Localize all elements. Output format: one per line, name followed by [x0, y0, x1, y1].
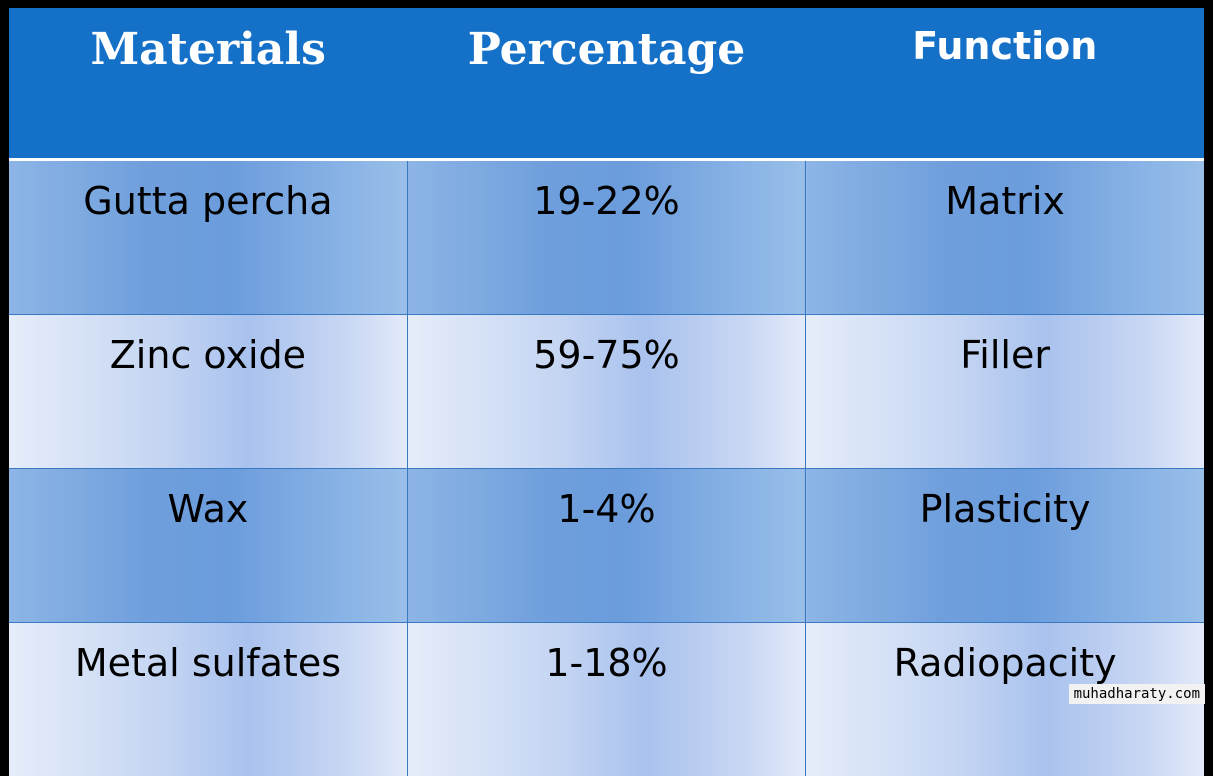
header-percentage: Percentage — [407, 8, 805, 160]
cell-percentage: 19-22% — [407, 160, 805, 315]
slide: Materials Percentage Function Gutta perc… — [0, 0, 1213, 709]
cell-material: Zinc oxide — [9, 315, 407, 469]
cell-material: Wax — [9, 469, 407, 623]
cell-function: Filler — [806, 315, 1204, 469]
table-row: Metal sulfates 1-18% Radiopacity — [9, 623, 1204, 776]
header-function: Function — [806, 8, 1204, 160]
table-row: Zinc oxide 59-75% Filler — [9, 315, 1204, 469]
header-materials: Materials — [9, 8, 407, 160]
composition-table: Materials Percentage Function Gutta perc… — [9, 8, 1204, 776]
table-header-row: Materials Percentage Function — [9, 8, 1204, 160]
cell-function: Plasticity — [806, 469, 1204, 623]
table-row: Wax 1-4% Plasticity — [9, 469, 1204, 623]
cell-percentage: 59-75% — [407, 315, 805, 469]
watermark-text: muhadharaty.com — [1069, 684, 1205, 704]
cell-material: Metal sulfates — [9, 623, 407, 776]
table-row: Gutta percha 19-22% Matrix — [9, 160, 1204, 315]
cell-material: Gutta percha — [9, 160, 407, 315]
cell-percentage: 1-18% — [407, 623, 805, 776]
cell-percentage: 1-4% — [407, 469, 805, 623]
cell-function: Matrix — [806, 160, 1204, 315]
